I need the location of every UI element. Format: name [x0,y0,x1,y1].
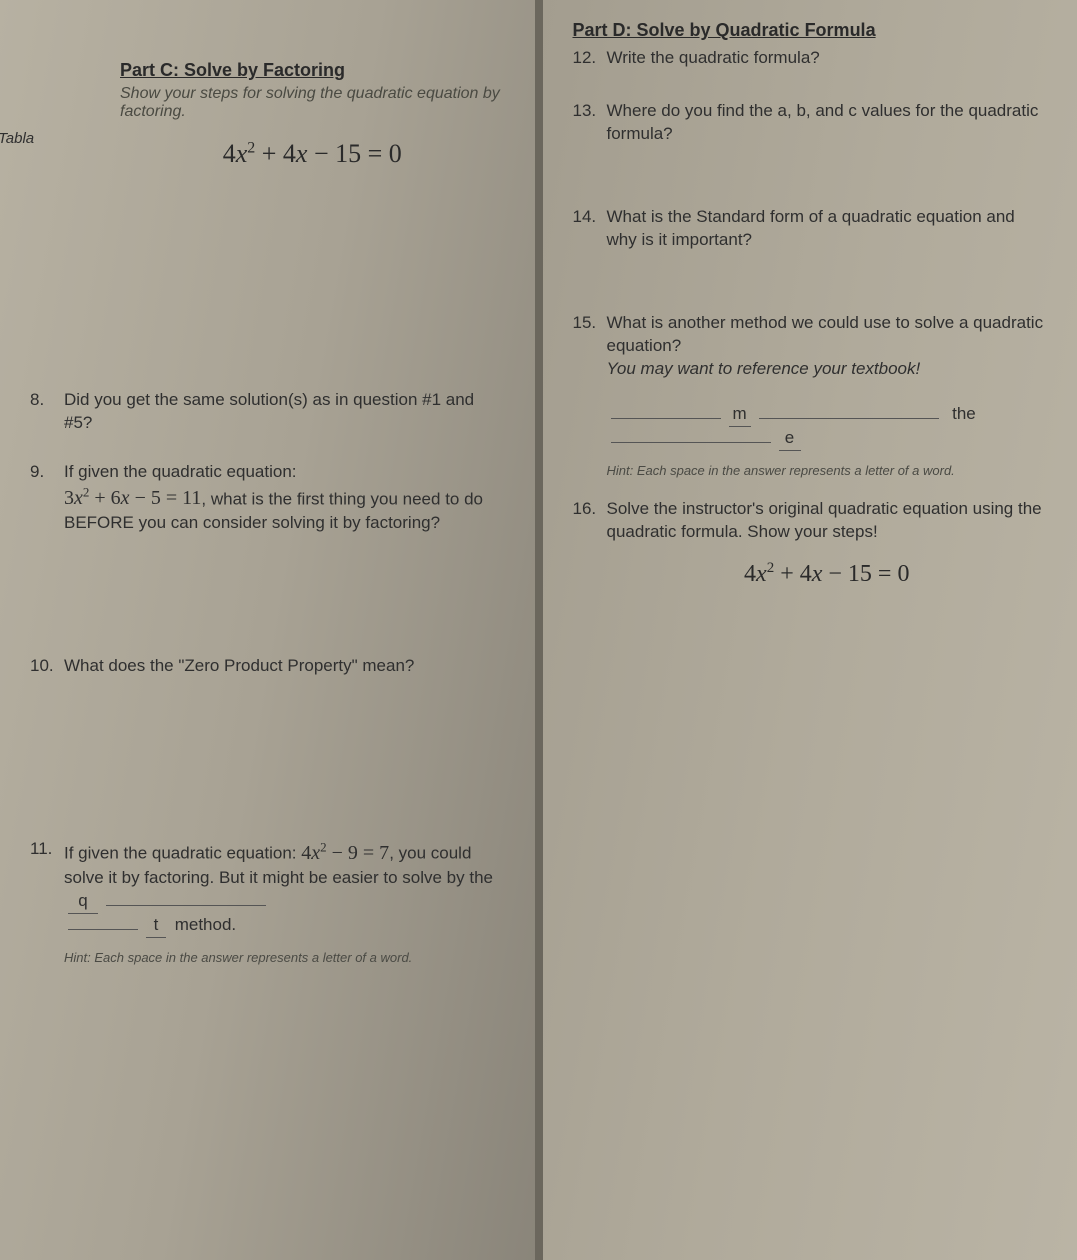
q11-blank1: q [68,890,98,914]
q15-number: 15. [573,312,607,452]
q15-text: What is another method we could use to s… [607,313,1044,355]
question-11: 11. If given the quadratic equation: 4x2… [30,838,505,937]
q11-body: If given the quadratic equation: 4x2 − 9… [64,838,505,937]
question-15: 15. What is another method we could use … [573,312,1048,452]
q15-blank2a [611,442,771,443]
q11-blank1b [106,905,266,906]
q11-blank2a [68,929,138,930]
question-14: 14. What is the Standard form of a quadr… [573,206,1048,252]
q9-lead: If given the quadratic equation: [64,462,297,481]
q12-text: Write the quadratic formula? [607,47,1048,70]
q11-number: 11. [30,838,64,937]
q16-equation: 4x2 + 4x − 15 = 0 [607,558,1048,590]
part-c-title: Part C: Solve by Factoring [120,60,505,81]
question-8: 8. Did you get the same solution(s) as i… [30,389,505,435]
q15-tail: the [952,404,976,423]
q11-equation: 4x2 − 9 = 7 [301,842,389,864]
q15-blank1: m [729,403,751,427]
q11-lead: If given the quadratic equation: [64,844,301,863]
q10-number: 10. [30,655,64,678]
q8-number: 8. [30,389,64,435]
q11-after: method. [170,915,236,934]
q14-number: 14. [573,206,607,252]
q16-number: 16. [573,498,607,590]
q11-hint: Hint: Each space in the answer represent… [64,950,505,965]
q14-text: What is the Standard form of a quadratic… [607,206,1048,252]
q8-text: Did you get the same solution(s) as in q… [64,389,505,435]
part-d-title: Part D: Solve by Quadratic Formula [573,20,1048,41]
question-13: 13. Where do you find the a, b, and c va… [573,100,1048,146]
question-9: 9. If given the quadratic equation: 3x2 … [30,461,505,536]
q15-blank1a [611,418,721,419]
q15-body: What is another method we could use to s… [607,312,1048,452]
part-c-equation: 4x2 + 4x − 15 = 0 [120,139,505,169]
question-10: 10. What does the "Zero Product Property… [30,655,505,678]
part-d-header: Part D: Solve by Quadratic Formula [573,20,1048,41]
q9-number: 9. [30,461,64,536]
q12-number: 12. [573,47,607,70]
q11-blank2: t [146,914,166,938]
q9-body: If given the quadratic equation: 3x2 + 6… [64,461,505,536]
q9-equation: 3x2 + 6x − 5 = 11 [64,487,201,509]
q15-note: You may want to reference your textbook! [607,359,921,378]
question-12: 12. Write the quadratic formula? [573,47,1048,70]
question-16: 16. Solve the instructor's original quad… [573,498,1048,590]
q15-blank2: e [779,427,801,451]
q10-text: What does the "Zero Product Property" me… [64,655,505,678]
q13-text: Where do you find the a, b, and c values… [607,100,1048,146]
part-c-instruction: Show your steps for solving the quadrati… [120,85,505,121]
q16-body: Solve the instructor's original quadrati… [607,498,1048,590]
right-page: Part D: Solve by Quadratic Formula 12. W… [543,0,1077,1260]
q15-hint: Hint: Each space in the answer represent… [607,463,1048,478]
side-tab-label: Tabla [0,130,34,147]
q13-number: 13. [573,100,607,146]
q16-text: Solve the instructor's original quadrati… [607,499,1042,541]
q15-blank1b [759,418,939,419]
part-c-header: Part C: Solve by Factoring Show your ste… [120,60,505,169]
left-page: Tabla Part C: Solve by Factoring Show yo… [0,0,543,1260]
